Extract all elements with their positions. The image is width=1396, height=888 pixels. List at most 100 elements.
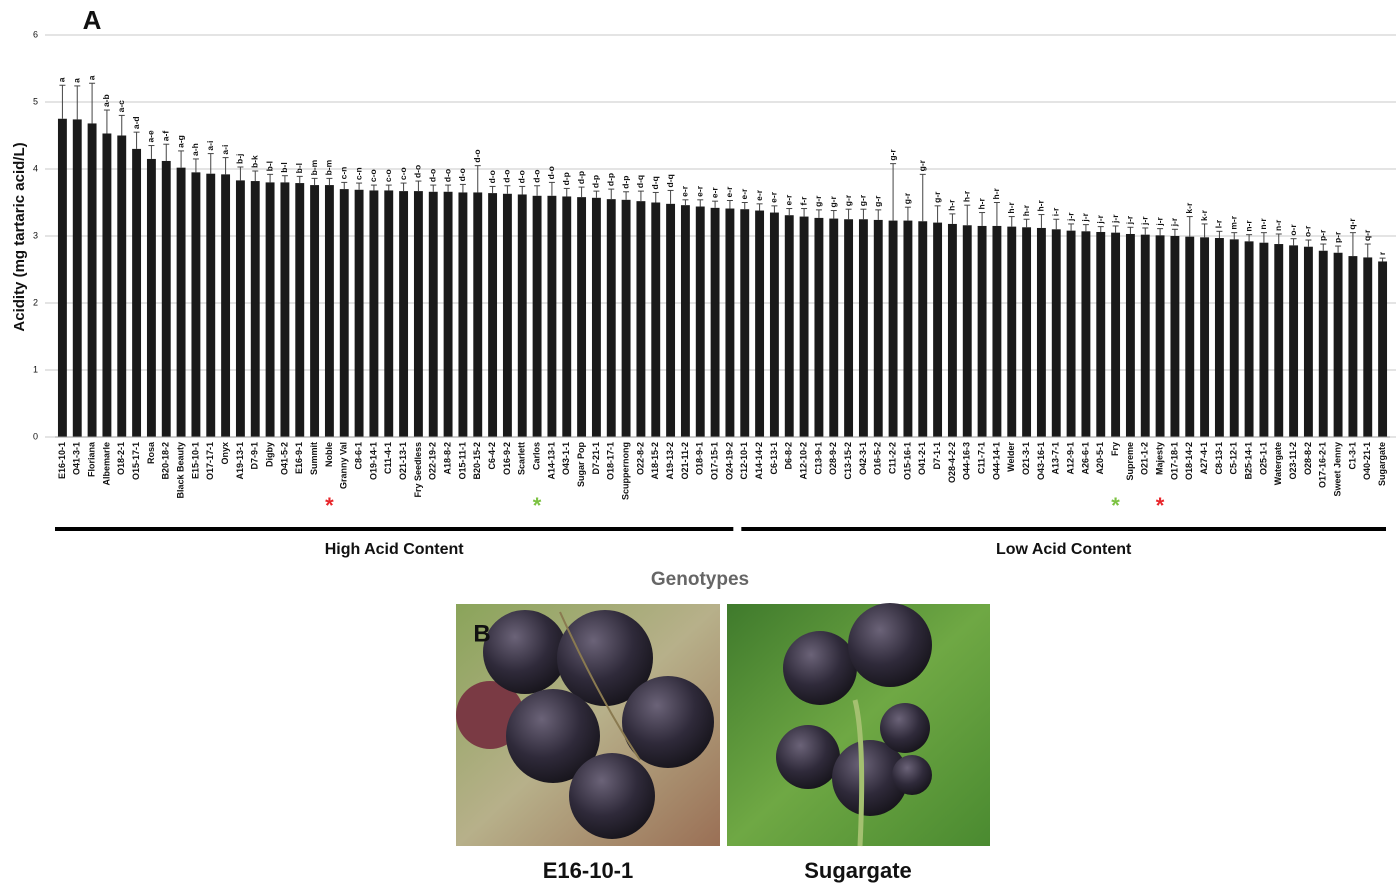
significance-letter: a: [86, 75, 96, 80]
x-tick-label: C6-13-1: [769, 442, 779, 475]
group-label: Low Acid Content: [996, 541, 1132, 558]
bar: [369, 190, 379, 437]
x-tick-label: O21-11-2: [680, 442, 690, 480]
y-tick-label: 3: [33, 230, 38, 240]
significance-letter: d-o: [442, 169, 452, 182]
x-tick-label: A18-8-2: [442, 442, 452, 475]
significance-letter: d-o: [502, 170, 512, 183]
significance-letter: l-r: [1214, 219, 1224, 228]
x-tick-label: Onyx: [220, 442, 230, 465]
bar: [339, 189, 349, 437]
x-tick-label: O16-9-2: [502, 442, 512, 475]
x-tick-label: C6-4-2: [487, 442, 497, 470]
bar: [858, 219, 868, 437]
bar: [1214, 238, 1224, 437]
significance-letter: g-r: [858, 194, 868, 206]
significance-letter: c-o: [383, 169, 393, 182]
y-axis-title: Acidity (mg tartaric acid/L): [11, 142, 28, 331]
significance-letter: q-r: [1362, 229, 1372, 241]
significance-letter: j-r: [1140, 216, 1150, 226]
x-tick-label: O22-19-2: [428, 442, 438, 480]
x-tick-label: C13-15-2: [843, 442, 853, 480]
x-tick-label: C11-2-2: [887, 442, 897, 474]
bar: [102, 133, 112, 438]
significance-letter: c-o: [368, 169, 378, 182]
bar: [888, 220, 898, 437]
significance-letter: e-r: [784, 194, 794, 206]
y-tick-label: 2: [33, 297, 38, 307]
x-tick-label: Scarlett: [517, 442, 527, 475]
x-tick-label: Albemarle: [101, 442, 111, 486]
bar: [1333, 252, 1343, 437]
bar: [1378, 261, 1388, 437]
bar: [1155, 235, 1165, 437]
bar: [473, 192, 483, 437]
bar: [1200, 237, 1210, 437]
bar: [428, 191, 438, 437]
significance-letter: h-r: [1021, 204, 1031, 216]
bar: [280, 182, 290, 437]
photo-caption: E16-10-1: [543, 858, 634, 883]
significance-letter: o-r: [1288, 224, 1298, 236]
significance-letter: e-r: [769, 191, 779, 203]
bar: [740, 209, 750, 437]
significance-letter: d-o: [517, 170, 527, 183]
bar: [992, 225, 1002, 437]
x-tick-label: O17-15-1: [709, 442, 719, 480]
bar: [725, 208, 735, 437]
significance-letter: e-r: [724, 186, 734, 198]
x-tick-label: C11-7-1: [976, 442, 986, 474]
significance-letter: d-q: [665, 174, 675, 187]
x-tick-label: O15-16-1: [902, 442, 912, 480]
significance-letter: b-j: [235, 154, 245, 164]
bar: [769, 212, 779, 437]
significance-letter: b-l: [264, 161, 274, 171]
x-tick-label: O19-14-1: [368, 442, 378, 480]
significance-letter: a-f: [161, 131, 171, 142]
significance-letter: g-r: [843, 194, 853, 206]
x-tick-label: A19-13-1: [235, 442, 245, 480]
significance-letter: a-i: [220, 145, 230, 155]
bar: [1096, 231, 1106, 437]
x-tick-label: Scuppernong: [620, 442, 630, 500]
bar: [695, 206, 705, 437]
significance-letter: g-r: [917, 159, 927, 171]
bar: [562, 196, 572, 437]
x-tick-label: Majesty: [1154, 442, 1164, 475]
bar: [146, 158, 156, 437]
significance-letter: d-p: [606, 173, 616, 186]
x-tick-label: Digby: [264, 442, 274, 467]
significance-letter: c-n: [339, 167, 349, 180]
photo-left: [456, 604, 720, 846]
bar: [176, 167, 186, 437]
x-tick-label: Watergate: [1273, 442, 1283, 485]
bar: [72, 119, 82, 438]
significance-letter: b-l: [279, 162, 289, 172]
significance-letter: h-r: [962, 190, 972, 202]
bar: [918, 221, 928, 437]
significance-letter: a: [72, 78, 82, 83]
significance-letter: d-p: [561, 172, 571, 185]
significance-letter: j-r: [1110, 214, 1120, 224]
bar: [1066, 230, 1076, 437]
bar: [591, 197, 601, 437]
bar: [784, 215, 794, 437]
x-tick-label: O28-8-2: [1303, 442, 1313, 475]
x-tick-label: O41-5-2: [279, 442, 289, 475]
significance-letter: g-r: [828, 196, 838, 208]
significance-letter: d-o: [457, 168, 467, 181]
significance-letter: d-p: [576, 171, 586, 184]
bar: [399, 191, 409, 437]
significance-letter: e-r: [754, 189, 764, 201]
y-tick-label: 5: [33, 96, 38, 106]
x-tick-label: A26-6-1: [1080, 442, 1090, 475]
significance-letter: i-r: [1051, 207, 1061, 216]
x-tick-label: Welder: [1006, 442, 1016, 472]
x-tick-label: A19-13-2: [665, 442, 675, 480]
bar: [710, 207, 720, 437]
significance-letter: j-r: [1169, 217, 1179, 227]
bar: [947, 223, 957, 437]
significance-letter: j-r: [1080, 212, 1090, 222]
bar: [1051, 229, 1061, 437]
bar: [250, 181, 260, 437]
